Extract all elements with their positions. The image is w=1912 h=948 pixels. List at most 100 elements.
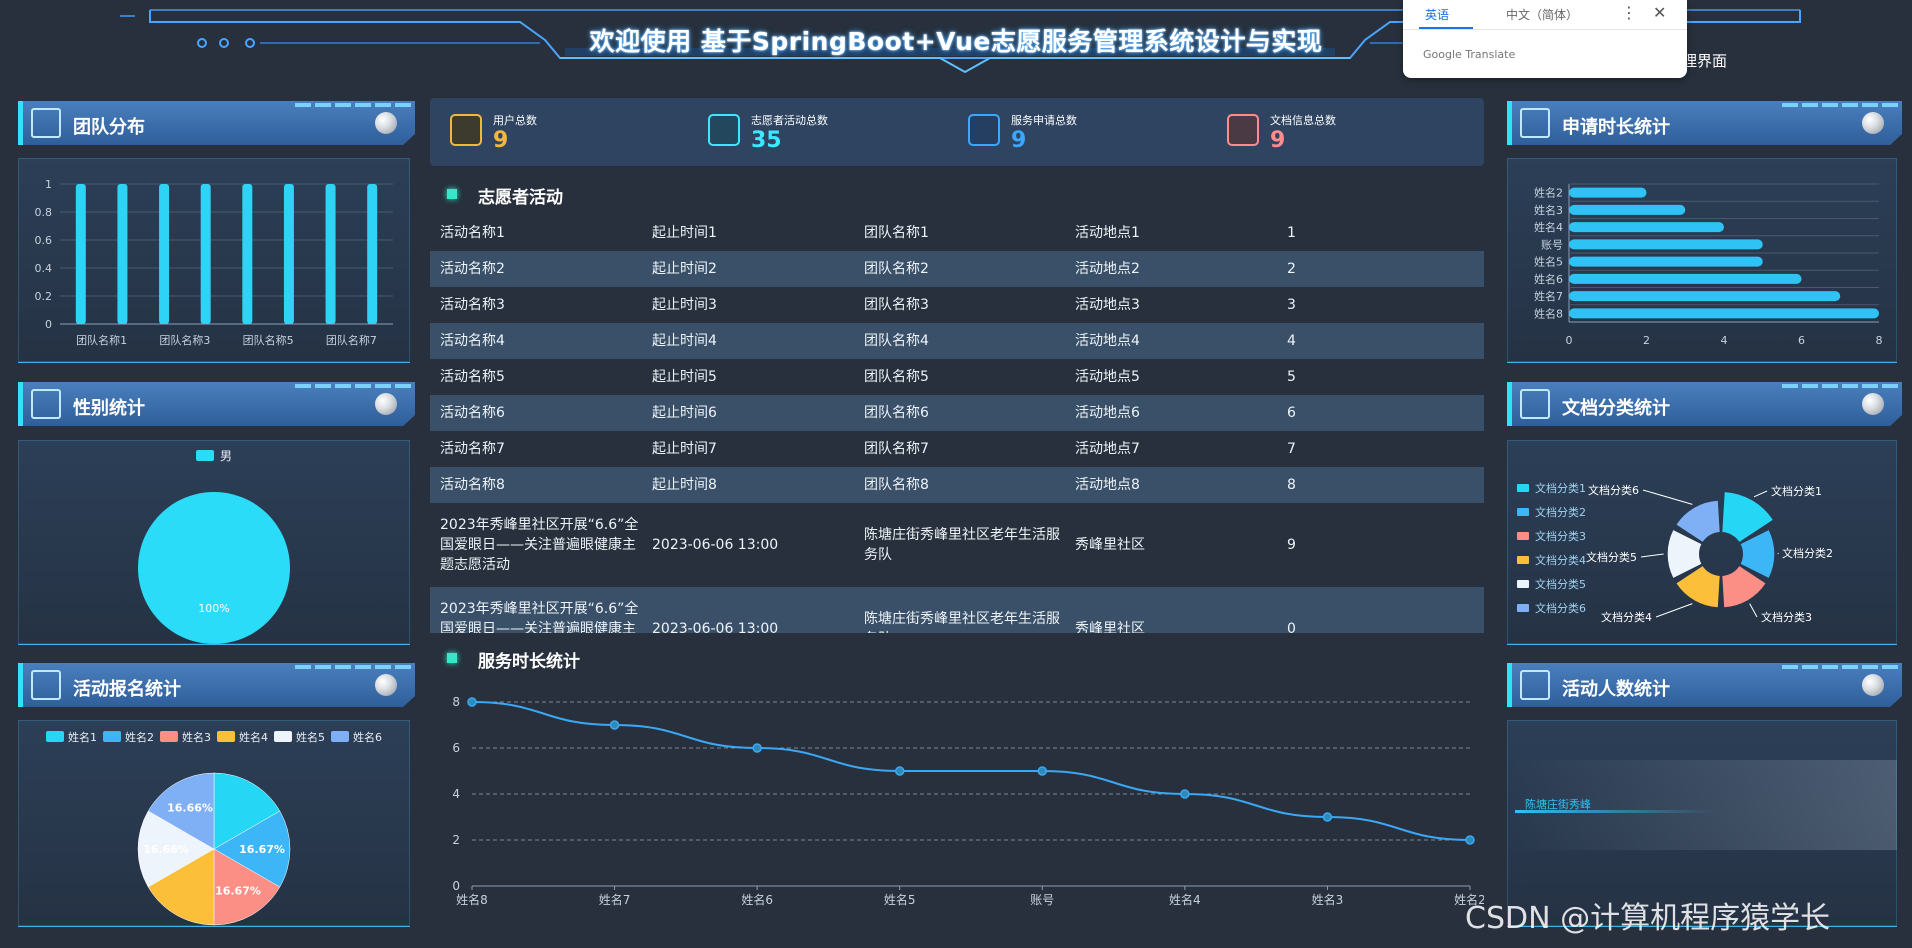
section-marker (447, 189, 457, 199)
table-cell: 起止时间6 (652, 405, 717, 421)
panel-title: 性别统计 (73, 398, 145, 419)
bar (159, 184, 170, 324)
table-cell: 团队名称2 (864, 261, 929, 277)
header-stripe (1782, 384, 1902, 388)
y-tick-label: 姓名5 (1534, 255, 1563, 269)
legend-swatch (1517, 484, 1529, 492)
panel-title: 申请时长统计 (1562, 117, 1670, 138)
x-tick-label: 团队名称5 (243, 333, 294, 347)
table-row[interactable]: 活动名称7 起止时间7 团队名称7 活动地点7 7 (430, 431, 1484, 467)
table-cell: 2023-06-06 13:00 (652, 537, 779, 553)
table-row[interactable]: 活动名称4 起止时间4 团队名称4 活动地点4 4 (430, 323, 1484, 359)
team-distribution-panel: 0 0.2 0.4 0.6 0.8 1 团队名称1 团队名称3 团队名称5 团队名称7 (18, 158, 410, 363)
legend-swatch (46, 731, 64, 742)
slice-label: 16.67% (215, 885, 261, 898)
gender-stats-panel: 男 100% (18, 440, 410, 645)
document-icon (1227, 114, 1259, 146)
table-cell: 起止时间5 (652, 369, 717, 385)
table-cell: 活动地点8 (1075, 477, 1140, 493)
bar (1569, 291, 1841, 302)
slice-label: 文档分类6 (1588, 483, 1639, 497)
doc-category-panel: 文档分类1 文档分类2 文档分类3 文档分类4 文档分类5 文档分类6 文档分类1 文档分类2… (1507, 440, 1897, 645)
settings-ball-icon[interactable] (375, 393, 397, 415)
legend-swatch (196, 450, 214, 461)
table-cell: 团队名称6 (864, 405, 929, 421)
header-stripe (295, 665, 415, 669)
x-tick-label: 团队名称7 (326, 333, 377, 347)
table-row[interactable]: 2023年秀峰里社区开展“6.6”全国爱眼日——关注普遍眼健康主题志愿活动 202… (430, 503, 1484, 587)
table-row[interactable]: 活动名称1 起止时间1 团队名称1 活动地点1 1 (430, 215, 1484, 251)
table-row[interactable]: 活动名称5 起止时间5 团队名称5 活动地点5 5 (430, 359, 1484, 395)
service-duration-chart: 0 2 4 6 8 姓名8 姓名7 姓名6 姓名5 账号 姓名4 姓名3 姓名2 (452, 695, 1484, 907)
y-tick-label: 0 (45, 318, 52, 331)
legend-label: 文档分类3 (1535, 529, 1586, 543)
settings-ball-icon[interactable] (375, 112, 397, 134)
table-cell: 7 (1287, 441, 1296, 457)
settings-ball-icon[interactable] (1862, 393, 1884, 415)
table-row[interactable]: 活动名称2 起止时间2 团队名称2 活动地点2 2 (430, 251, 1484, 287)
y-tick-label: 姓名7 (1534, 289, 1563, 303)
legend-swatch (274, 731, 292, 742)
pie-slice (147, 772, 215, 850)
table-cell: 活动地点4 (1075, 333, 1140, 349)
list-icon (1520, 389, 1550, 419)
more-options-icon[interactable]: ⋮ (1621, 3, 1637, 22)
table-row[interactable]: 活动名称3 起止时间3 团队名称3 活动地点3 3 (430, 287, 1484, 323)
pie-slice (213, 810, 291, 888)
table-cell: 团队名称3 (864, 297, 929, 313)
chart-icon (31, 389, 61, 419)
slice-label: 16.67% (239, 843, 285, 856)
donut-slice (1676, 566, 1720, 608)
active-tab-underline (1419, 27, 1473, 29)
participant-bar-label: 陈塘庄街秀峰 (1525, 798, 1591, 811)
table-cell: 9 (1287, 537, 1296, 553)
list-icon (31, 670, 61, 700)
table-cell: 活动名称5 (440, 369, 505, 385)
panel-title: 团队分布 (73, 117, 145, 138)
data-point (609, 720, 620, 730)
doc-category-chart: 文档分类1文档分类2文档分类3文档分类4文档分类5文档分类6文档分类1文档分类2… (1517, 481, 1833, 624)
table-row[interactable]: 活动名称6 起止时间6 团队名称6 活动地点6 6 (430, 395, 1484, 431)
x-tick-label: 姓名8 (456, 892, 488, 907)
table-cell: 活动地点6 (1075, 405, 1140, 421)
legend-swatch (1517, 508, 1529, 516)
bar (1569, 187, 1647, 198)
legend-label: 文档分类4 (1535, 553, 1586, 567)
admin-link[interactable]: 理界面 (1682, 52, 1728, 70)
table-row[interactable]: 活动名称8 起止时间8 团队名称8 活动地点8 8 (430, 467, 1484, 503)
header: 欢迎使用 基于SpringBoot+Vue志愿服务管理系统设计与实现 (0, 0, 1912, 80)
stat-value: 9 (1011, 128, 1027, 153)
settings-ball-icon[interactable] (1862, 674, 1884, 696)
table-cell: 4 (1287, 333, 1296, 349)
team-distribution-chart: 0 0.2 0.4 0.6 0.8 1 团队名称1 团队名称3 团队名称5 团队名称7 (35, 178, 393, 347)
chart-icon (31, 108, 61, 138)
doc-category-header: 文档分类统计 (1507, 382, 1902, 426)
data-point (1180, 789, 1190, 799)
panel-title: 活动人数统计 (1562, 679, 1670, 700)
table-cell: 起止时间7 (652, 441, 717, 457)
slice-label: 文档分类1 (1771, 484, 1822, 498)
slice-label: 文档分类3 (1761, 610, 1812, 624)
table-cell: 团队名称8 (864, 477, 929, 493)
close-icon[interactable]: ✕ (1653, 3, 1667, 22)
y-tick-label: 0 (452, 879, 460, 893)
stat-value: 9 (1270, 128, 1286, 153)
data-point (1037, 766, 1048, 776)
table-cell: 陈塘庄街秀峰里社区老年生活服务队 (864, 611, 1060, 633)
bar (1569, 308, 1879, 319)
translate-tab-english[interactable]: 英语 (1425, 8, 1450, 22)
settings-ball-icon[interactable] (375, 674, 397, 696)
stat-value: 35 (751, 128, 782, 153)
table-row[interactable]: 2023年秀峰里社区开展“6.6”全国爱眼日——关注普遍眼健康主题志愿活动 202… (430, 587, 1484, 633)
table-cell: 秀峰里社区 (1075, 621, 1145, 633)
y-tick-label: 0.6 (35, 234, 53, 247)
y-tick-label: 1 (45, 178, 52, 191)
settings-ball-icon[interactable] (1862, 112, 1884, 134)
stat-label: 志愿者活动总数 (751, 114, 828, 127)
pie-slice (213, 772, 281, 850)
x-tick-label: 4 (1721, 334, 1728, 347)
bar (325, 184, 336, 324)
x-tick-label: 账号 (1030, 893, 1054, 907)
translate-tab-chinese[interactable]: 中文（简体） (1506, 8, 1579, 22)
